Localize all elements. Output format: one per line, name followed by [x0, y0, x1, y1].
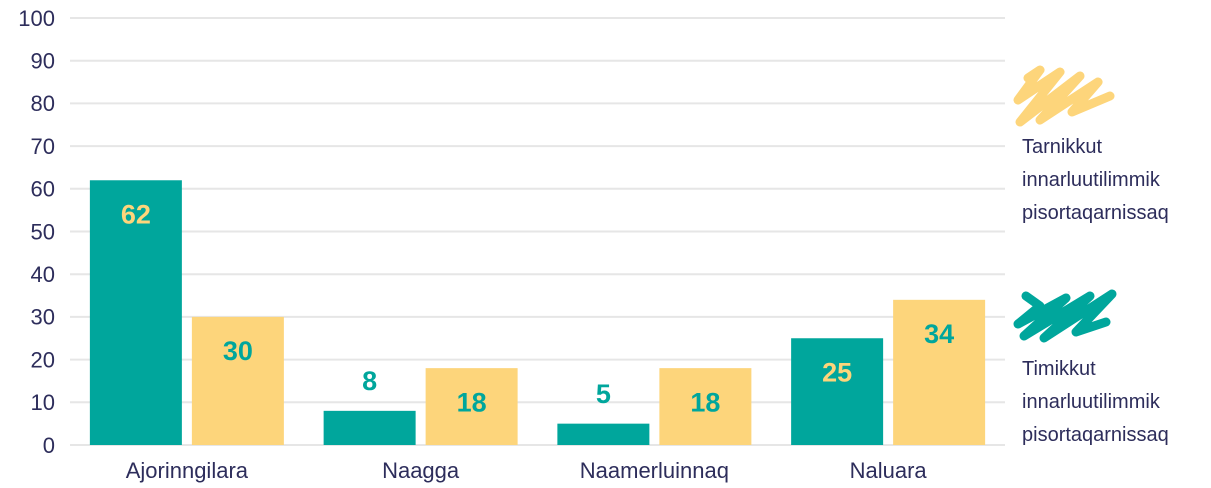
y-tick-label: 60 [31, 177, 55, 202]
legend-icon-yellow [1013, 65, 1115, 127]
y-tick-label: 100 [18, 6, 55, 31]
value-label: 62 [121, 199, 151, 229]
bar [791, 338, 884, 445]
y-tick-label: 10 [31, 390, 55, 415]
value-label: 18 [457, 387, 487, 417]
value-label: 30 [223, 336, 253, 366]
y-tick-label: 80 [31, 91, 55, 116]
bar [89, 180, 182, 445]
y-tick-label: 20 [31, 347, 55, 372]
bar [893, 299, 986, 445]
y-tick-label: 50 [31, 219, 55, 244]
x-tick-label: Naamerluinnaq [580, 458, 729, 483]
y-tick-label: 30 [31, 305, 55, 330]
y-tick-label: 40 [31, 262, 55, 287]
y-tick-label: 90 [31, 49, 55, 74]
x-tick-label: Ajorinngilara [126, 458, 249, 483]
value-label: 34 [924, 319, 954, 349]
bar [425, 368, 518, 445]
legend-label: Tarnikkut innarluutilimmik pisortaqarnis… [1022, 136, 1169, 224]
bar [191, 316, 284, 445]
bar [557, 423, 650, 445]
legend-label: Timikkut innarluutilimmik pisortaqarniss… [1022, 358, 1169, 446]
bar [323, 410, 416, 445]
y-tick-label: 0 [43, 433, 55, 458]
legend-icon-teal [1013, 289, 1117, 343]
x-tick-label: Naagga [382, 458, 460, 483]
value-label: 25 [822, 357, 852, 387]
x-tick-label: Naluara [850, 458, 928, 483]
value-label: 5 [596, 379, 611, 409]
value-label: 18 [690, 387, 720, 417]
y-tick-label: 70 [31, 134, 55, 159]
bar [659, 368, 752, 445]
value-label: 8 [362, 366, 377, 396]
